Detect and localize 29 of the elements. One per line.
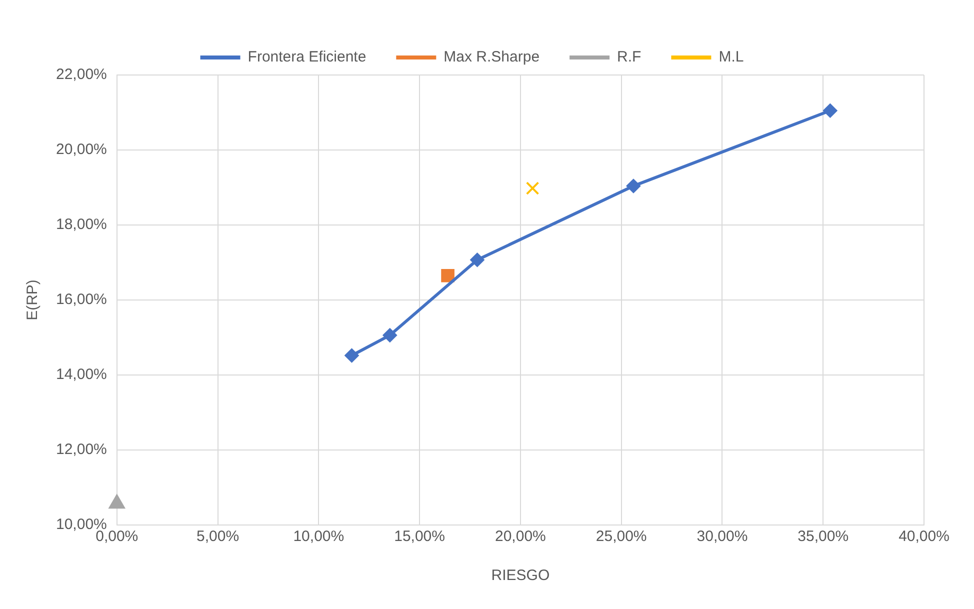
x-tick-label: 15,00%: [394, 528, 445, 546]
y-tick-label: 14,00%: [56, 366, 107, 384]
x-axis-title: RIESGO: [491, 567, 550, 584]
x-tick-label: 10,00%: [293, 528, 344, 546]
y-tick-label: 18,00%: [56, 216, 107, 234]
x-tick-label: 25,00%: [596, 528, 647, 546]
point: [382, 328, 397, 342]
y-tick-label: 12,00%: [56, 441, 107, 458]
point: [823, 104, 838, 118]
y-tick-label: 20,00%: [56, 141, 107, 158]
x-tick-label: 40,00%: [898, 528, 950, 546]
x-tick-label: 35,00%: [798, 528, 849, 546]
point: [470, 252, 484, 267]
y-axis-title: E(RP): [24, 280, 42, 320]
point: [626, 179, 640, 193]
x-tick-label: 0,00%: [96, 528, 138, 546]
x-tick-label: 5,00%: [196, 528, 240, 546]
legend-label: M.L: [718, 48, 744, 66]
y-tick-label: 22,00%: [56, 66, 107, 84]
x-tick-label: 30,00%: [696, 528, 748, 546]
legend-label: Frontera Eficiente: [248, 48, 366, 66]
point: [526, 182, 540, 195]
legend-label: Max R.Sharpe: [444, 48, 540, 66]
point: [108, 494, 125, 509]
y-tick-label: 16,00%: [56, 291, 107, 308]
legend-label: R.F: [617, 48, 642, 66]
point: [441, 268, 454, 282]
point: [344, 348, 359, 362]
x-tick-label: 20,00%: [495, 528, 546, 546]
